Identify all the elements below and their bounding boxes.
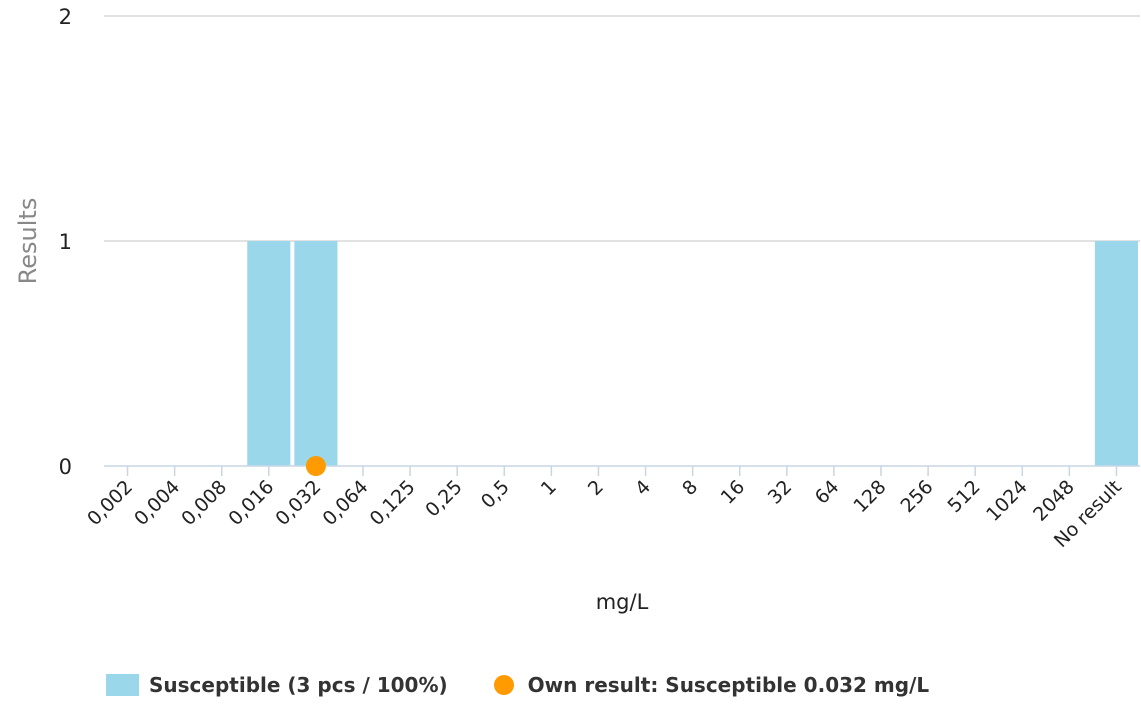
y-axis: 0 1 2 — [59, 5, 72, 479]
bar[interactable] — [247, 241, 291, 466]
x-tick-label: 1 — [537, 476, 561, 500]
x-tick-label: 1024 — [982, 476, 1032, 526]
legend-label-susceptible: Susceptible (3 pcs / 100%) — [149, 673, 448, 697]
x-axis-title: mg/L — [596, 590, 649, 614]
own-result-marker[interactable] — [305, 456, 326, 476]
x-tick-label: 128 — [849, 476, 890, 517]
y-tick-label: 1 — [59, 230, 72, 254]
x-tick-label: 32 — [764, 476, 797, 509]
bar[interactable] — [1094, 241, 1138, 466]
x-tick-label: 0,5 — [477, 476, 514, 513]
x-tick-label: 64 — [811, 476, 844, 509]
y-tick-label: 0 — [59, 455, 72, 479]
y-axis-title: Results — [14, 198, 42, 285]
x-tick-label: 8 — [678, 476, 702, 500]
x-tick-label: 0,125 — [366, 476, 420, 530]
x-tick-label: 0,008 — [177, 476, 231, 530]
x-tick-label: 2 — [584, 476, 608, 500]
legend-swatch-dot — [493, 675, 514, 695]
x-tick-label: 0,032 — [271, 476, 325, 530]
x-tick-label: 0,016 — [224, 476, 278, 530]
x-tick-label: 0,004 — [130, 476, 184, 530]
x-tick-label: 0,064 — [319, 476, 373, 530]
x-tick-label: 256 — [896, 476, 937, 517]
x-tick-label: 512 — [944, 476, 985, 517]
x-tick-label: 16 — [717, 476, 750, 509]
own-result-marker-group — [305, 456, 326, 476]
x-tick-label: 0,002 — [83, 476, 137, 530]
y-tick-label: 2 — [59, 5, 72, 29]
legend-swatch-bar — [106, 674, 139, 696]
bars — [247, 241, 1138, 466]
legend-item-susceptible[interactable]: Susceptible (3 pcs / 100%) — [106, 673, 448, 697]
legend-label-own-result: Own result: Susceptible 0.032 mg/L — [527, 673, 930, 697]
bar[interactable] — [294, 241, 338, 466]
x-tick-label: 4 — [631, 476, 655, 500]
gridlines — [104, 15, 1140, 242]
legend-item-own-result[interactable]: Own result: Susceptible 0.032 mg/L — [448, 673, 929, 697]
x-tick-label: 0,25 — [421, 476, 466, 521]
legend: Susceptible (3 pcs / 100%) Own result: S… — [106, 668, 929, 702]
